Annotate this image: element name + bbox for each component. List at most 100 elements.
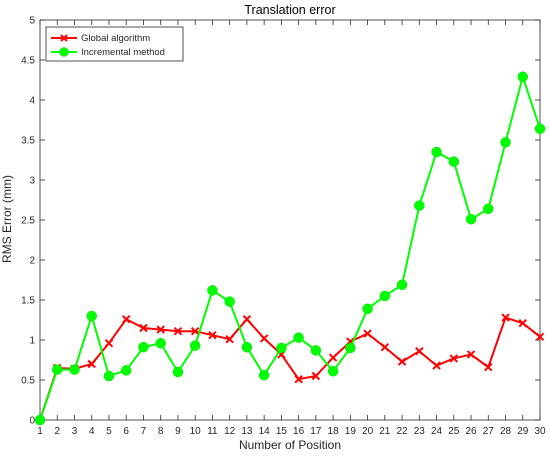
data-point-incremental	[483, 203, 494, 215]
data-point-global	[225, 334, 234, 344]
legend-marker-global	[60, 34, 68, 42]
data-point-global	[363, 329, 372, 338]
data-point-incremental	[69, 364, 80, 375]
x-tick-label: 9	[175, 426, 181, 437]
y-tick-label: 4.5	[21, 56, 35, 67]
x-tick-label: 13	[241, 426, 253, 437]
data-point-incremental	[86, 310, 97, 322]
data-point-incremental	[345, 342, 356, 354]
data-point-global	[466, 350, 476, 359]
data-point-global	[156, 325, 165, 334]
x-tick-label: 12	[224, 426, 236, 437]
data-point-incremental	[327, 365, 339, 377]
legend-label-incremental: Incremental method	[81, 47, 165, 58]
y-tick-label: 2.5	[21, 216, 35, 227]
data-point-global	[535, 332, 545, 342]
data-point-incremental	[362, 303, 373, 315]
data-point-incremental	[224, 296, 235, 307]
data-point-incremental	[500, 137, 511, 148]
data-point-incremental	[51, 364, 63, 375]
x-tick-label: 20	[362, 426, 374, 437]
data-point-global	[449, 354, 459, 363]
data-point-global	[484, 362, 493, 372]
y-tick-label: 0	[29, 416, 35, 427]
x-tick-label: 26	[465, 426, 477, 437]
data-point-incremental	[465, 213, 477, 225]
data-point-global	[415, 346, 424, 356]
data-point-incremental	[534, 123, 546, 135]
x-tick-label: 14	[259, 426, 271, 437]
x-tick-label: 2	[54, 426, 60, 437]
x-tick-label: 7	[141, 426, 147, 437]
y-tick-label: 3.5	[21, 136, 35, 147]
y-tick-label: 1.5	[21, 296, 35, 307]
x-tick-label: 24	[431, 426, 443, 437]
data-point-global	[380, 342, 390, 352]
y-tick-label: 0.5	[21, 376, 35, 387]
legend-box	[45, 26, 184, 62]
y-tick-label: 3	[29, 176, 35, 187]
data-point-global	[518, 318, 527, 328]
chart-title: Translation error	[244, 3, 335, 17]
x-tick-label: 8	[158, 426, 164, 437]
data-point-global	[294, 374, 303, 384]
data-point-incremental	[34, 414, 46, 426]
data-point-incremental	[431, 146, 442, 158]
x-tick-label: 17	[310, 426, 322, 437]
y-tick-label: 4	[29, 96, 35, 107]
x-tick-label: 23	[414, 426, 426, 437]
data-point-incremental	[103, 370, 115, 382]
x-tick-label: 30	[534, 426, 546, 437]
data-point-incremental	[414, 200, 425, 211]
x-tick-label: 11	[207, 426, 218, 437]
data-point-global	[87, 359, 96, 369]
x-tick-label: 25	[448, 426, 460, 437]
plot-area: 00.511.522.533.544.551 2 3 4 5 6 7 8 9 10 11 12 13 14…	[21, 16, 546, 438]
x-tick-label: 28	[500, 426, 512, 437]
x-tick-label: 21	[379, 426, 391, 437]
x-tick-label: 22	[397, 426, 409, 437]
x-tick-label: 19	[345, 426, 357, 437]
data-point-incremental	[310, 345, 322, 356]
legend: Global algorithm Incremental method	[45, 26, 184, 62]
data-point-global	[190, 326, 200, 336]
data-point-global	[121, 314, 131, 324]
x-tick-label: 1	[37, 426, 43, 437]
data-point-global	[173, 326, 183, 336]
data-point-global	[259, 334, 269, 343]
data-point-incremental	[155, 337, 166, 349]
data-point-global	[501, 313, 510, 322]
data-point-incremental	[293, 332, 304, 343]
x-tick-label: 15	[276, 426, 288, 437]
y-tick-label: 1	[29, 336, 35, 347]
data-point-incremental	[120, 365, 132, 376]
data-point-incremental	[258, 369, 270, 381]
y-tick-label: 2	[29, 256, 35, 267]
data-point-global	[311, 371, 321, 381]
x-tick-label: 4	[89, 426, 95, 437]
data-point-global	[432, 361, 441, 370]
data-point-incremental	[241, 341, 253, 353]
plot-frame	[39, 19, 541, 421]
data-point-incremental	[172, 366, 184, 378]
data-point-global	[104, 338, 114, 348]
data-point-global	[328, 353, 338, 362]
x-tick-label: 3	[72, 426, 78, 437]
x-tick-label: 29	[517, 426, 529, 437]
data-point-global	[139, 323, 148, 333]
x-tick-label: 6	[123, 426, 129, 437]
x-tick-label: 27	[483, 426, 495, 437]
x-tick-label: 5	[106, 426, 112, 437]
data-point-incremental	[207, 285, 218, 296]
data-point-global	[242, 314, 252, 324]
data-point-global	[397, 357, 407, 366]
y-axis-label: RMS Error (mm)	[0, 175, 14, 263]
x-tick-label: 10	[190, 426, 202, 437]
y-tick-label: 5	[29, 16, 35, 27]
data-point-incremental	[379, 290, 391, 302]
data-point-incremental	[276, 342, 287, 354]
x-tick-label: 18	[328, 426, 340, 437]
data-point-global	[208, 330, 217, 340]
x-tick-label: 16	[293, 426, 305, 437]
